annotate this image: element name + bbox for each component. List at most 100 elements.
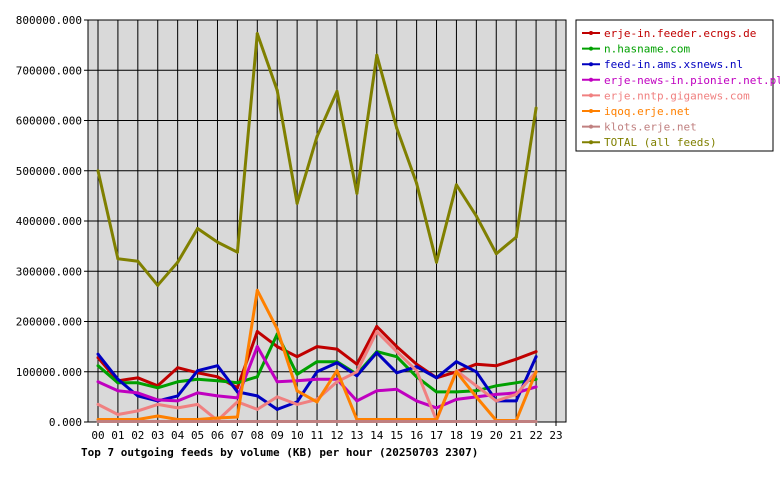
x-tick-label: 10 — [291, 429, 304, 442]
data-point — [494, 399, 498, 403]
data-point — [474, 370, 478, 374]
data-point — [136, 409, 140, 413]
data-point — [435, 390, 439, 394]
data-point — [474, 384, 478, 388]
data-point — [295, 355, 299, 359]
data-point — [315, 419, 319, 423]
data-point — [275, 395, 279, 399]
data-point — [435, 260, 439, 264]
series-lines — [96, 32, 538, 423]
data-point — [275, 419, 279, 423]
data-point — [514, 235, 518, 239]
legend-marker — [589, 93, 593, 98]
data-point — [435, 406, 439, 410]
data-point — [514, 399, 518, 403]
legend-marker — [589, 31, 593, 35]
y-tick-label: 800000.000 — [16, 14, 82, 27]
data-point — [415, 362, 419, 366]
data-point — [415, 181, 419, 185]
data-point — [295, 402, 299, 406]
data-point — [335, 347, 339, 351]
x-tick-label: 18 — [450, 429, 463, 442]
data-point — [335, 369, 339, 373]
data-point — [494, 384, 498, 388]
data-point — [315, 135, 319, 139]
data-point — [196, 377, 200, 381]
data-point — [215, 375, 219, 379]
data-point — [215, 240, 219, 244]
legend-marker — [589, 124, 593, 129]
data-point — [514, 392, 518, 396]
data-point — [395, 126, 399, 130]
data-point — [176, 419, 180, 423]
data-point — [196, 419, 200, 423]
data-point — [196, 369, 200, 373]
data-point — [315, 370, 319, 374]
legend-label: n.hasname.com — [604, 43, 690, 56]
data-point — [255, 375, 259, 379]
data-point — [415, 419, 419, 423]
data-point — [275, 345, 279, 349]
data-point — [156, 402, 160, 406]
data-point — [275, 327, 279, 331]
data-point — [375, 389, 379, 393]
data-point — [435, 376, 439, 380]
data-point — [116, 389, 120, 393]
y-tick-label: 300000.000 — [16, 265, 82, 278]
data-point — [255, 330, 259, 334]
x-tick-label: 02 — [131, 429, 144, 442]
legend: erje-in.feeder.ecngs.de n.hasname.com feed… — [575, 19, 780, 152]
x-tick-label: 17 — [430, 429, 443, 442]
data-point — [295, 419, 299, 423]
data-point — [534, 350, 538, 354]
x-tick-label: 16 — [410, 429, 423, 442]
x-tick-label: 03 — [151, 429, 164, 442]
data-point — [156, 283, 160, 287]
data-point — [355, 419, 359, 423]
data-point — [176, 260, 180, 264]
x-tick-label: 08 — [251, 429, 264, 442]
data-point — [176, 406, 180, 410]
x-tick-label: 13 — [350, 429, 363, 442]
data-point — [235, 419, 239, 423]
data-point — [375, 325, 379, 329]
data-point — [534, 385, 538, 389]
data-point — [235, 381, 239, 385]
y-axis-ticks: 0.000 100000.000 200000.000 300000.000 40000… — [16, 14, 88, 429]
data-point — [215, 364, 219, 368]
data-point — [96, 419, 100, 423]
data-point — [395, 350, 399, 354]
data-point — [176, 366, 180, 370]
data-point — [454, 183, 458, 187]
data-point — [435, 419, 439, 423]
data-point — [156, 414, 160, 418]
data-point — [395, 419, 399, 423]
x-tick-label: 12 — [330, 429, 343, 442]
data-point — [255, 394, 259, 398]
data-point — [116, 257, 120, 261]
data-point — [474, 389, 478, 393]
x-tick-label: 01 — [111, 429, 124, 442]
legend-label: erje-in.feeder.ecngs.de — [604, 27, 756, 40]
x-tick-label: 09 — [271, 429, 284, 442]
x-tick-label: 07 — [231, 429, 244, 442]
data-point — [534, 370, 538, 374]
data-point — [136, 419, 140, 423]
data-point — [454, 390, 458, 394]
data-point — [96, 169, 100, 173]
data-point — [355, 362, 359, 366]
data-point — [474, 395, 478, 399]
data-point — [494, 364, 498, 368]
data-point — [235, 415, 239, 419]
data-point — [534, 377, 538, 381]
data-point — [176, 380, 180, 384]
legend-marker — [589, 77, 593, 82]
data-point — [355, 370, 359, 374]
data-point — [494, 419, 498, 423]
x-tick-label: 19 — [470, 429, 483, 442]
data-point — [156, 386, 160, 390]
x-tick-label: 23 — [549, 429, 562, 442]
data-point — [494, 252, 498, 256]
data-point — [474, 214, 478, 218]
